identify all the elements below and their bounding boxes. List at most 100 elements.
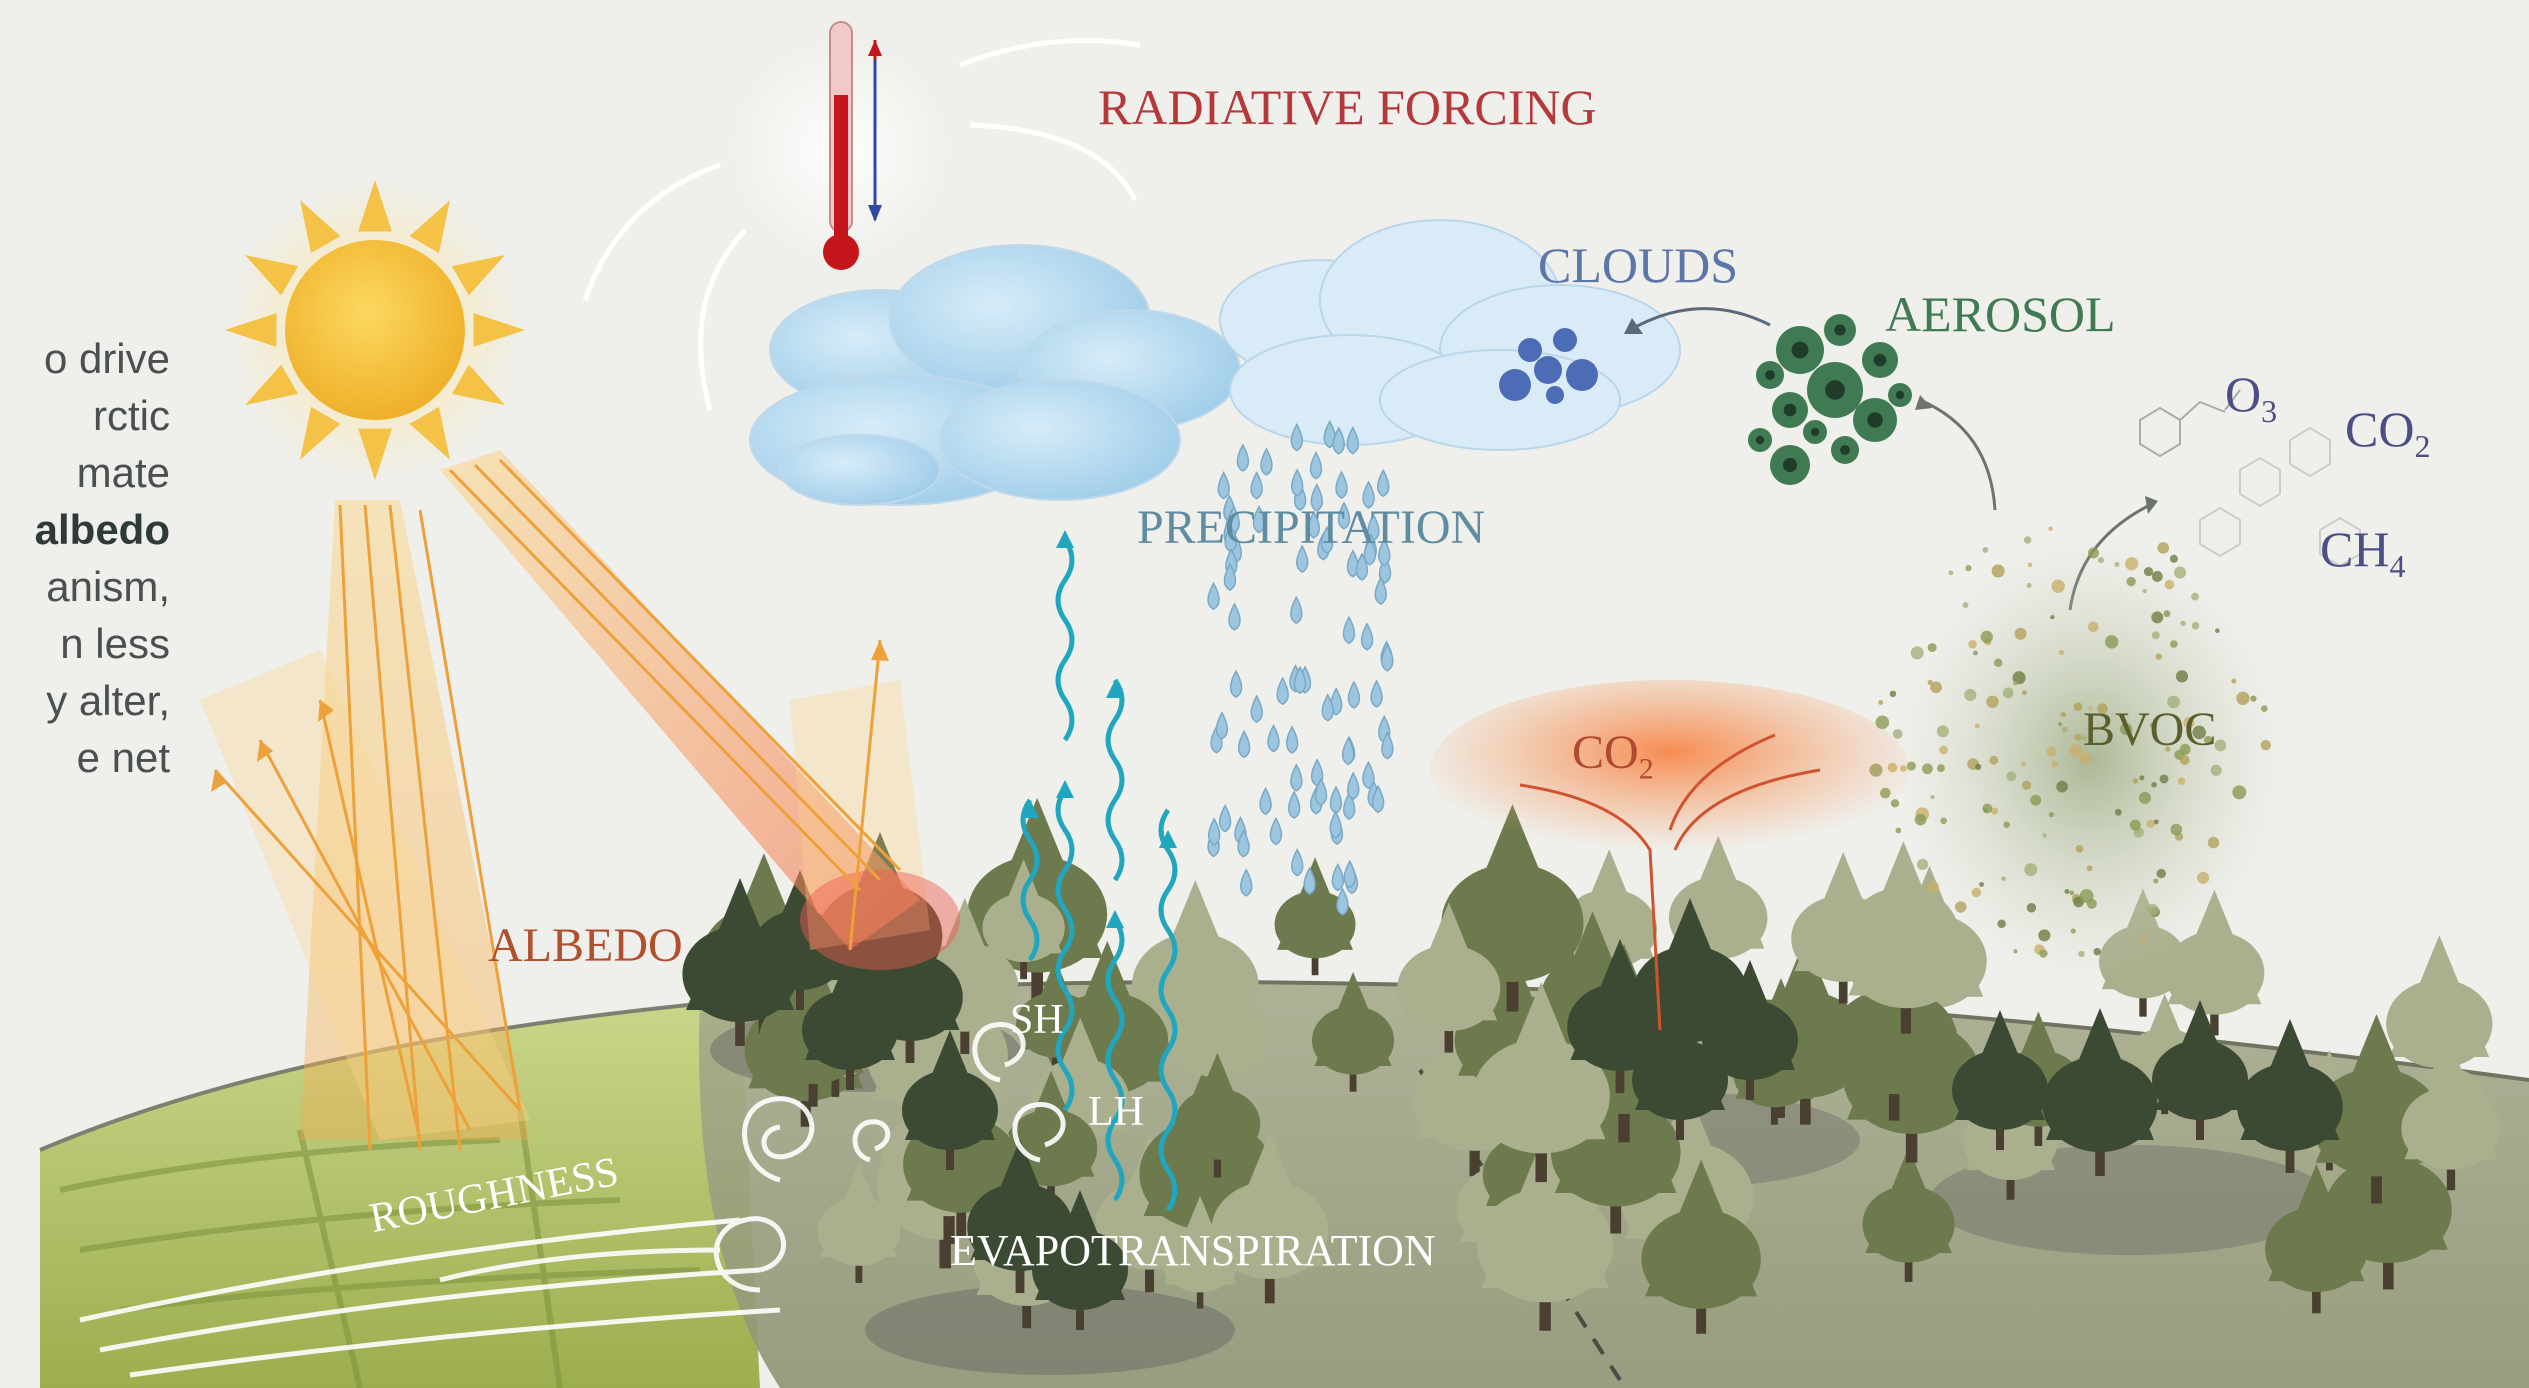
rain-drop (1217, 471, 1230, 500)
aerosol-core (1783, 458, 1797, 472)
rain-drop (1229, 669, 1243, 698)
bvoc-particle (2167, 695, 2181, 709)
tree-crown (1476, 1188, 1614, 1303)
tree-trunk (1031, 943, 1043, 1002)
bvoc-particle (1930, 794, 1935, 800)
bvoc-particle (2120, 722, 2133, 736)
bvoc-particle (1889, 690, 1897, 698)
bvoc-particle (2192, 725, 2206, 740)
tree-crown (817, 1197, 901, 1266)
bvoc-particle (2024, 863, 2038, 877)
bvoc-particle (1962, 602, 1969, 608)
rain-drop (1346, 426, 1360, 455)
vapor-line (1158, 808, 1178, 1212)
bvoc-particle (2073, 702, 2083, 712)
rain-drop (1307, 510, 1321, 539)
aerosol-core (1791, 341, 1809, 359)
sun-ray (451, 364, 505, 405)
clouds-label: CLOUDS (1538, 237, 1739, 293)
bvoc-particle (2061, 726, 2068, 733)
aerosol-core (1755, 435, 1765, 445)
bvoc-particle (2069, 744, 2082, 757)
side-line: mate (76, 449, 170, 496)
bvoc-particle (2104, 635, 2119, 649)
bvoc-particle (2021, 690, 2027, 696)
bvoc-particle (2177, 777, 2186, 785)
precipitation-label: PRECIPITATION (1137, 501, 1486, 554)
bvoc-particle (2129, 819, 2141, 831)
rain-drop (1207, 817, 1221, 846)
vapor-arrowhead (1021, 800, 1039, 818)
tree-trunk (1610, 1179, 1622, 1234)
bvoc-particle (2169, 554, 2178, 563)
radiative-forcing-label: RADIATIVE FORCING (1098, 79, 1597, 135)
o3-label: O3 (2225, 366, 2278, 429)
vapor-line (1020, 798, 1040, 962)
bvoc-particle (1968, 639, 1977, 649)
albedo-label: ALBEDO (488, 919, 683, 972)
co2-top-label: CO2 (2345, 401, 2431, 464)
rain-drop (1218, 804, 1232, 833)
bvoc-particle (2058, 649, 2065, 656)
bvoc-particle (2236, 691, 2250, 705)
bvoc-particle (2027, 562, 2033, 568)
lh-label: LH (1088, 1089, 1144, 1135)
bvoc-particle (2146, 819, 2155, 829)
side-line: o drive (43, 335, 170, 382)
bvoc-particle (1982, 546, 1989, 553)
bvoc-particle (2191, 621, 2200, 630)
tree-trunk (1618, 1085, 1630, 1143)
rain-drop (1323, 419, 1336, 449)
side-line: anism, (46, 563, 170, 610)
bvoc-particle (2250, 695, 2257, 702)
bvoc-particle (2021, 761, 2027, 767)
rain-drop (1332, 426, 1345, 455)
bvoc-particle (2214, 739, 2227, 752)
bvoc-particle (1927, 881, 1939, 893)
bvoc-particle (1914, 813, 1927, 826)
tree-trunk (2383, 1236, 2394, 1290)
rain-drop (1335, 470, 1348, 499)
bvoc-particle (2088, 621, 2099, 633)
bvoc-particle (2056, 780, 2068, 793)
rain-drop (1290, 595, 1303, 625)
bvoc-particle (2151, 571, 2163, 582)
aerosol-core (1825, 380, 1845, 400)
bvoc-particle (2114, 808, 2122, 816)
sun-rays (225, 180, 525, 480)
vapor-line (1055, 538, 1075, 742)
rain-drop (1347, 680, 1361, 709)
roughness-swirls (79, 1022, 1066, 1378)
tree-trunk (2034, 1107, 2043, 1146)
rain-drop (1285, 725, 1299, 754)
bvoc-particle (2012, 671, 2026, 685)
sh-label: SH (1010, 997, 1064, 1043)
bvoc-particle (2191, 592, 2199, 601)
bvoc-particle (1994, 658, 2003, 668)
tree-crown (1702, 1000, 1798, 1080)
rain-drop (1223, 562, 1237, 591)
tree-trunk (943, 1188, 955, 1245)
bvoc-particle (2048, 811, 2055, 818)
tree-trunk (1539, 1273, 1551, 1331)
rain-drop (1252, 505, 1266, 534)
bvoc-particle (2126, 576, 2136, 587)
side-caption: o drive rctic mate albedo anism, n less … (0, 330, 170, 786)
cloud-droplet-nuclei (1499, 328, 1598, 404)
tree-crown (802, 990, 898, 1070)
bvoc-particle (2138, 791, 2151, 804)
tree-trunk (1213, 1141, 1222, 1178)
bvoc-particle (2232, 785, 2247, 800)
bvoc-particle (1979, 881, 1985, 887)
bvoc-particle (2013, 949, 2018, 954)
aerosol-label: AEROSOL (1885, 286, 2116, 342)
thermometer-icon (823, 21, 859, 270)
tree-crown (1274, 890, 1356, 959)
bvoc-particle (2026, 903, 2037, 913)
tree-trunk (1696, 1283, 1707, 1334)
bvoc-particle (2097, 557, 2104, 564)
tree-crown (2237, 1063, 2343, 1151)
rain-drop (1236, 443, 1250, 472)
side-line: e net (76, 734, 170, 781)
rain-drop (1321, 693, 1335, 722)
